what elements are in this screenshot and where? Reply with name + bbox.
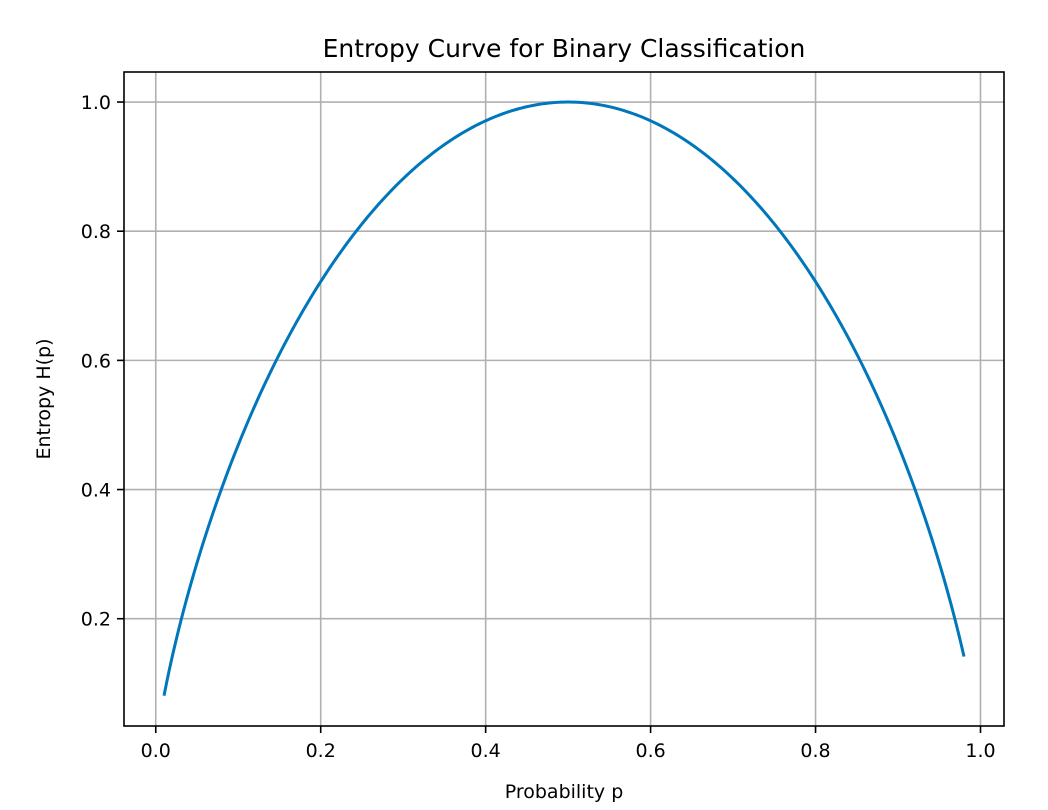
x-tick-label: 0.0 (141, 740, 171, 762)
x-axis-ticks: 0.0 0.2 0.4 0.6 0.8 1.0 (141, 726, 996, 762)
y-tick-label: 0.4 (81, 480, 111, 502)
x-tick-label: 1.0 (965, 740, 995, 762)
y-tick-label: 0.2 (81, 609, 111, 631)
grid (124, 72, 1004, 726)
series-layer (162, 100, 966, 697)
x-tick-label: 0.6 (635, 740, 665, 762)
x-tick-label: 0.2 (306, 740, 336, 762)
y-tick-label: 1.0 (81, 92, 111, 114)
x-axis-label: Probability p (505, 781, 624, 803)
y-axis-ticks: 0.2 0.4 0.6 0.8 1.0 (81, 92, 124, 631)
x-tick-label: 0.4 (471, 740, 501, 762)
entropy-curve-line (162, 100, 966, 697)
y-axis-label: Entropy H(p) (33, 338, 55, 459)
x-tick-label: 0.8 (800, 740, 830, 762)
y-tick-label: 0.6 (81, 350, 111, 372)
chart-title: Entropy Curve for Binary Classification (323, 34, 806, 63)
y-tick-label: 0.8 (81, 221, 111, 243)
plot-area-frame (123, 71, 1005, 727)
